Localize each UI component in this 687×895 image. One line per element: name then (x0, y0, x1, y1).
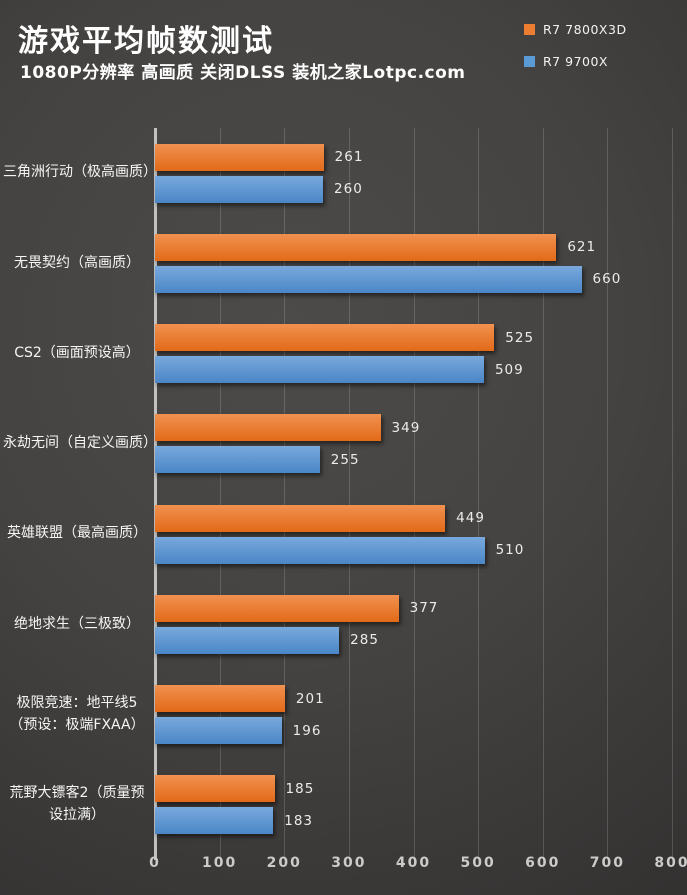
bar-r7-9700x (155, 175, 324, 203)
value-label: 201 (295, 690, 325, 707)
x-tick-label: 700 (589, 855, 625, 871)
gridline (219, 128, 221, 860)
value-label: 196 (292, 722, 322, 739)
plot-area: 261 260 621 660 525 509 349 255 449 510 377 285 201 1… (154, 128, 673, 860)
bar-r7-9700x (155, 265, 582, 293)
bar-r7-9700x (155, 536, 485, 564)
bar-line: 255 (155, 446, 672, 474)
bar-group: 449 510 (155, 489, 672, 579)
x-axis: 0 100 200 300 400 500 600 700 800 (149, 855, 687, 879)
category-label: 无畏契约（高画质） (14, 254, 140, 271)
bar-r7-9700x (155, 717, 282, 745)
bar-line: 349 (155, 414, 672, 442)
x-tick-label: 300 (331, 855, 367, 871)
bar-group: 261 260 (155, 128, 672, 218)
value-label: 525 (505, 329, 535, 346)
x-tick-label: 200 (266, 855, 302, 871)
category-axis: 三角洲行动（极高画质） 无畏契约（高画质） CS2（画面预设高） 永劫无间（自定义画质… (2, 128, 157, 850)
legend-item-r7-7800x3d: R7 7800X3D (524, 22, 627, 37)
value-label: 660 (592, 271, 622, 288)
bar-line: 261 (155, 143, 672, 171)
category-label: 永劫无间（自定义画质） (3, 435, 157, 452)
y-axis-line (154, 128, 157, 860)
bar-r7-9700x (155, 626, 340, 654)
bar-line: 201 (155, 685, 672, 713)
gridline (413, 128, 415, 860)
bar-line: 196 (155, 717, 672, 745)
gridline (348, 128, 350, 860)
category-label: 极限竞速：地平线5（预设：极端FXAA） (9, 694, 145, 733)
category-label: 荒野大镖客2（质量预设拉满） (9, 785, 145, 823)
bar-r7-7800x3d (155, 504, 446, 532)
bar-line: 285 (155, 626, 672, 654)
page-subtitle: 1080P分辨率 高画质 关闭DLSS 装机之家Lotpc.com (20, 63, 466, 83)
gridline (672, 128, 673, 860)
category-label: 英雄联盟（最高画质） (7, 525, 147, 542)
bar-group: 185 183 (155, 760, 672, 850)
bar-r7-7800x3d (155, 685, 285, 713)
bar-r7-7800x3d (155, 414, 381, 442)
legend-swatch-orange-icon (524, 24, 535, 35)
value-label: 621 (567, 239, 597, 256)
legend-item-r7-9700x: R7 9700X (524, 54, 627, 69)
legend: R7 7800X3D R7 9700X (524, 22, 627, 69)
bar-r7-7800x3d (155, 233, 557, 261)
x-tick-label: 400 (395, 855, 432, 871)
bar-line: 449 (155, 504, 672, 532)
category-label: CS2（画面预设高） (14, 344, 140, 361)
bar-line: 660 (155, 265, 672, 293)
gridline (478, 128, 480, 860)
legend-label: R7 7800X3D (543, 22, 627, 37)
x-tick-label: 800 (654, 855, 687, 871)
category-label: 三角洲行动（极高画质） (3, 164, 157, 181)
page-title: 游戏平均帧数测试 (18, 24, 274, 59)
x-tick-label: 100 (202, 855, 238, 871)
gridline (542, 128, 544, 860)
gridline (284, 128, 286, 860)
value-label: 449 (456, 510, 485, 527)
bar-r7-7800x3d (155, 324, 495, 352)
bar-group: 525 509 (155, 309, 672, 399)
bar-line: 260 (155, 175, 672, 203)
bar-line: 509 (155, 356, 672, 384)
value-label: 510 (495, 542, 525, 559)
x-tick-label: 600 (525, 855, 561, 871)
bar-r7-7800x3d (155, 143, 324, 171)
legend-label: R7 9700X (543, 54, 608, 69)
bar-group: 621 660 (155, 218, 672, 308)
category-label: 绝地求生（三极致） (14, 615, 140, 632)
bar-r7-9700x (155, 446, 320, 474)
gridline (607, 128, 609, 860)
bar-r7-7800x3d (155, 594, 399, 622)
legend-swatch-blue-icon (524, 56, 535, 67)
value-label: 255 (330, 451, 360, 468)
bar-line: 185 (155, 775, 672, 803)
value-label: 261 (334, 149, 364, 166)
value-label: 349 (391, 419, 421, 436)
x-tick-label: 0 (149, 855, 161, 871)
bar-r7-9700x (155, 807, 274, 835)
bar-group: 201 196 (155, 670, 672, 760)
value-label: 183 (284, 812, 314, 829)
bar-line: 621 (155, 233, 672, 261)
value-label: 260 (334, 181, 363, 198)
value-label: 509 (494, 361, 524, 378)
bar-line: 183 (155, 807, 672, 835)
bar-r7-9700x (155, 356, 484, 384)
value-label: 185 (285, 780, 315, 797)
bar-line: 510 (155, 536, 672, 564)
bar-group: 349 255 (155, 399, 672, 489)
bar-group: 377 285 (155, 579, 672, 669)
x-tick-label: 500 (460, 855, 496, 871)
value-label: 285 (350, 632, 379, 649)
bar-line: 525 (155, 324, 672, 352)
bar-r7-7800x3d (155, 775, 275, 803)
value-label: 377 (409, 600, 439, 617)
bar-line: 377 (155, 594, 672, 622)
